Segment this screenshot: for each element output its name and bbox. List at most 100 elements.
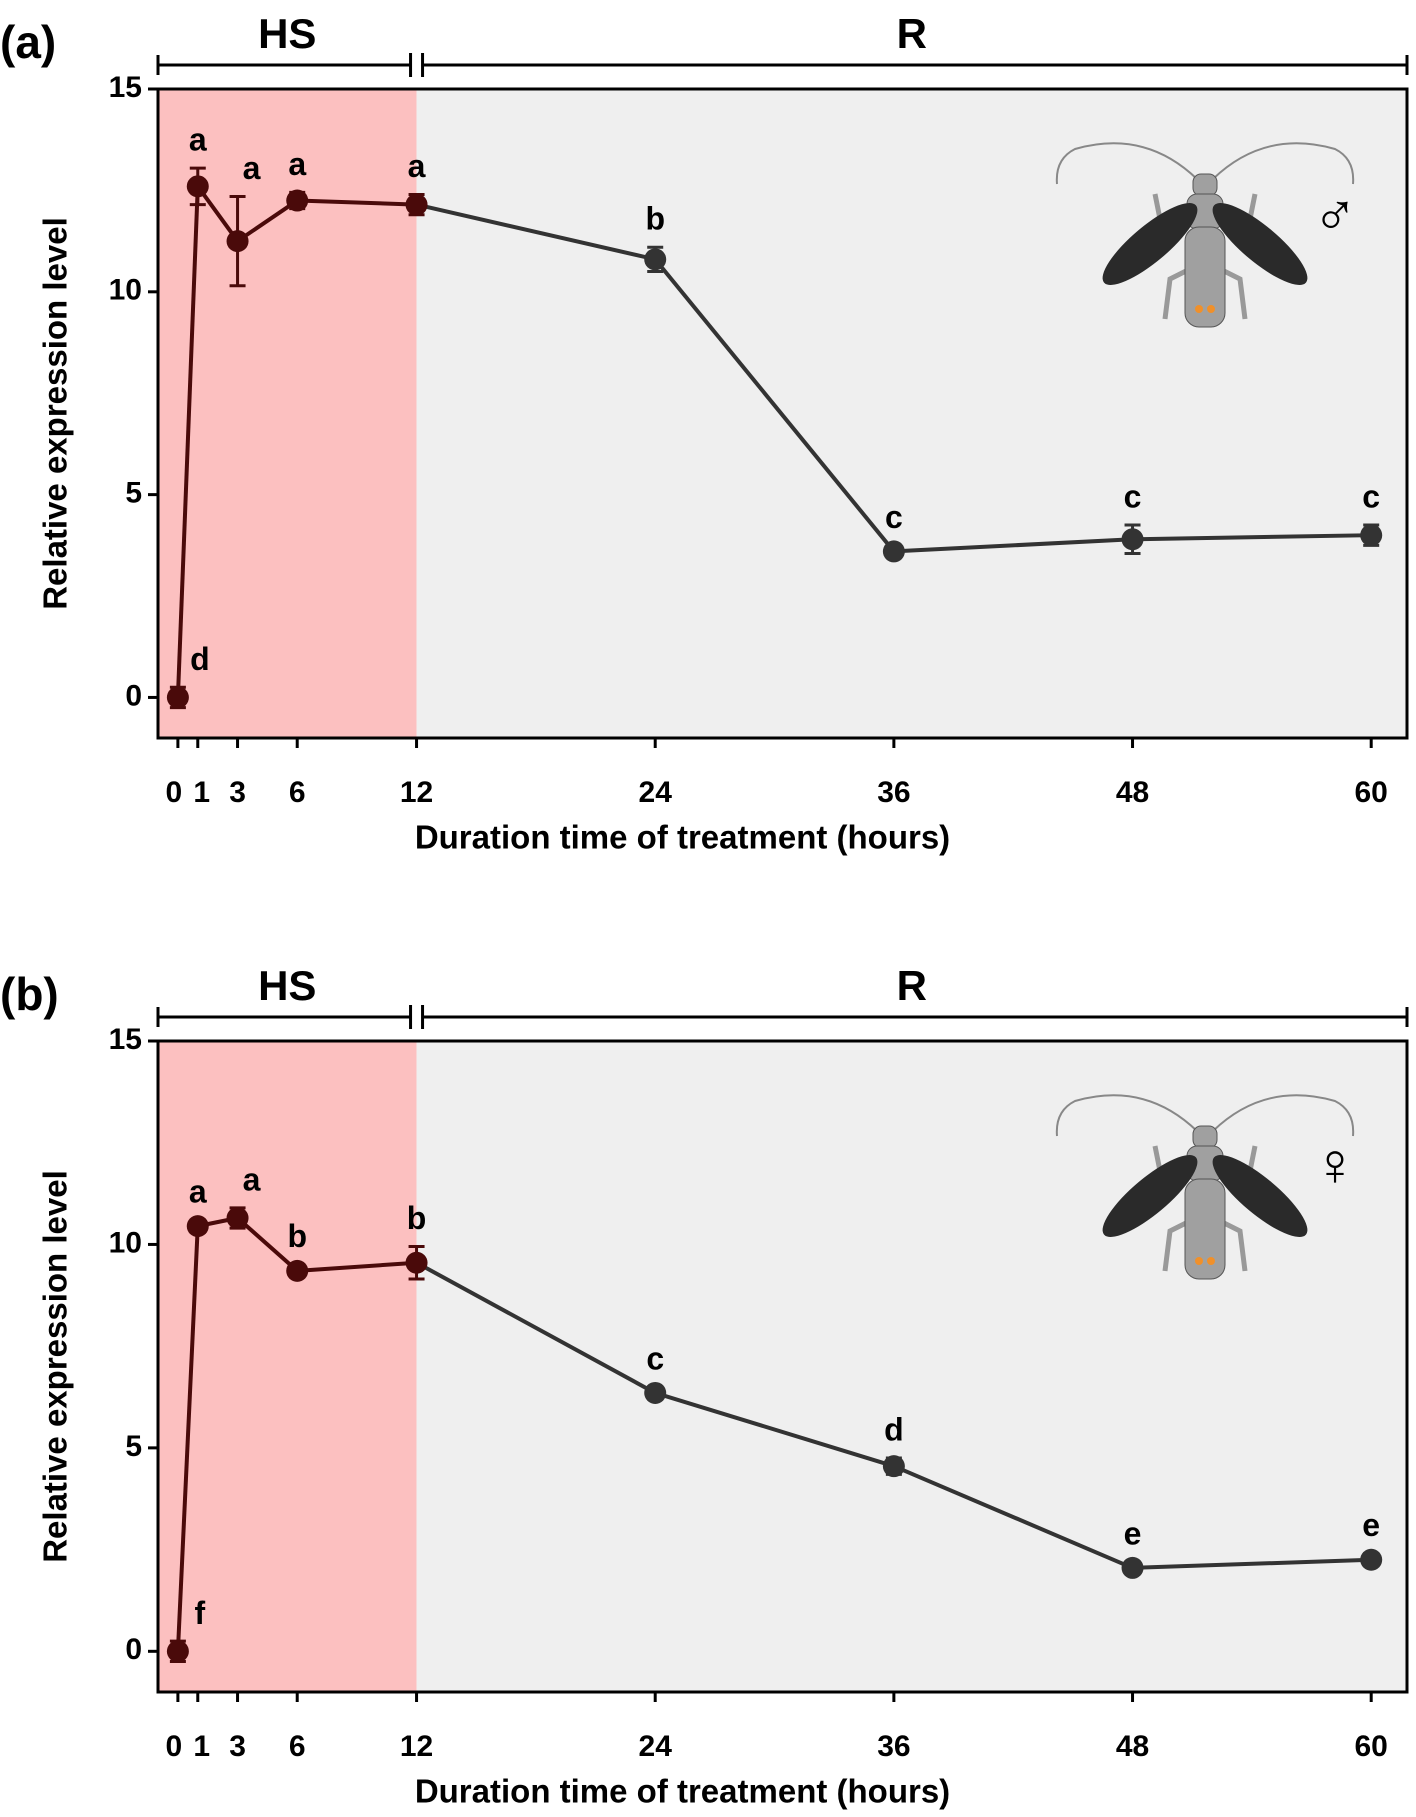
significance-letter: c <box>1362 479 1380 515</box>
antenna <box>1212 1094 1355 1137</box>
data-point <box>226 1206 249 1229</box>
beetle-illustration <box>1055 1094 1355 1280</box>
y-tick-label: 15 <box>109 71 142 104</box>
data-point <box>882 1455 905 1478</box>
significance-letter: f <box>195 1595 206 1631</box>
connector <box>1132 1557 1372 1570</box>
data-point <box>166 1640 189 1663</box>
x-tick-label: 12 <box>400 1730 433 1763</box>
x-tick-label: 48 <box>1116 776 1149 809</box>
x-tick-label: 24 <box>639 1730 673 1763</box>
significance-letter: b <box>407 1200 427 1236</box>
significance-letter: e <box>1362 1507 1380 1543</box>
significance-letter: a <box>189 122 207 158</box>
x-tick-label: 1 <box>193 1730 210 1763</box>
x-tick-label: 36 <box>877 776 910 809</box>
significance-letter: c <box>646 1340 664 1376</box>
x-tick-label: 36 <box>877 1730 910 1763</box>
region-bracket <box>421 1005 1409 1029</box>
region-label: HS <box>258 10 316 57</box>
x-tick-label: 3 <box>229 1730 246 1763</box>
x-tick-label: 60 <box>1355 776 1388 809</box>
connector <box>415 1260 657 1395</box>
beetle-wing <box>1102 203 1198 285</box>
y-tick-label: 0 <box>125 1633 142 1666</box>
significance-letter: b <box>645 201 665 237</box>
significance-letter: a <box>243 150 261 186</box>
recovery-region <box>416 89 1407 738</box>
region-label: R <box>897 962 927 1009</box>
significance-letter: c <box>885 499 903 535</box>
significance-letter: b <box>287 1218 307 1254</box>
significance-letter: a <box>243 1161 261 1197</box>
significance-letter: d <box>190 641 210 677</box>
y-tick-label: 15 <box>109 1023 142 1056</box>
connector <box>297 1260 417 1273</box>
panel-label: (b) <box>0 968 59 1020</box>
data-point <box>882 540 905 563</box>
x-tick-label: 1 <box>193 776 210 809</box>
connector <box>893 1464 1134 1570</box>
x-tick-label: 12 <box>400 776 433 809</box>
data-point <box>405 1251 428 1274</box>
data-point <box>644 248 667 271</box>
data-point <box>226 230 249 253</box>
connector <box>236 1216 299 1273</box>
region-bracket <box>156 1005 413 1029</box>
data-point <box>405 193 428 216</box>
significance-letter: e <box>1124 1515 1142 1551</box>
sex-symbol: ♀ <box>1313 1131 1358 1198</box>
x-tick-label: 24 <box>639 776 673 809</box>
panel-label: (a) <box>0 16 56 68</box>
y-tick-label: 5 <box>125 477 142 510</box>
beetle-head <box>1192 1125 1218 1149</box>
y-axis-label: Relative expression level <box>37 1170 74 1563</box>
beetle-wing <box>1102 1155 1198 1237</box>
recovery-region <box>416 1041 1407 1692</box>
y-tick-label: 0 <box>125 679 142 712</box>
x-tick-label: 48 <box>1116 1730 1149 1763</box>
y-tick-label: 10 <box>109 274 142 307</box>
x-tick-label: 60 <box>1355 1730 1388 1763</box>
region-bracket <box>156 53 413 77</box>
region-bracket <box>421 53 1409 77</box>
antenna <box>1212 142 1355 185</box>
x-axis-label: Duration time of treatment (hours) <box>415 819 950 856</box>
antenna <box>1055 1094 1198 1137</box>
connector <box>196 185 240 243</box>
x-tick-label: 0 <box>166 776 183 809</box>
beetle-head <box>1192 173 1218 197</box>
x-axis-label: Duration time of treatment (hours) <box>415 1773 950 1810</box>
connector <box>297 198 417 207</box>
data-point <box>1121 528 1144 551</box>
x-tick-label: 3 <box>229 776 246 809</box>
data-point <box>1121 1556 1144 1579</box>
beetle-wing <box>1212 1155 1308 1237</box>
sex-symbol: ♂ <box>1313 179 1358 246</box>
plot-frame <box>156 1039 1409 1694</box>
gland <box>1207 305 1215 313</box>
beetle-abdomen <box>1184 226 1226 328</box>
data-point <box>644 1381 667 1404</box>
connector <box>416 202 656 262</box>
significance-letter: a <box>408 148 426 184</box>
data-point <box>1360 524 1383 547</box>
data-point <box>286 189 309 212</box>
x-tick-label: 0 <box>166 1730 183 1763</box>
significance-letter: a <box>189 1173 207 1209</box>
gland <box>1195 305 1203 313</box>
significance-letter: c <box>1124 479 1142 515</box>
beetle-abdomen <box>1184 1178 1226 1280</box>
connector <box>236 198 299 243</box>
data-point <box>286 1259 309 1282</box>
data-point <box>1360 1548 1383 1571</box>
y-axis-label: Relative expression level <box>37 217 74 610</box>
y-tick-label: 10 <box>109 1226 142 1259</box>
connector <box>175 1226 200 1652</box>
data-point <box>166 686 189 709</box>
significance-letter: a <box>288 146 306 182</box>
y-tick-label: 5 <box>125 1430 142 1463</box>
connector <box>175 186 200 698</box>
data-point <box>186 1215 209 1238</box>
